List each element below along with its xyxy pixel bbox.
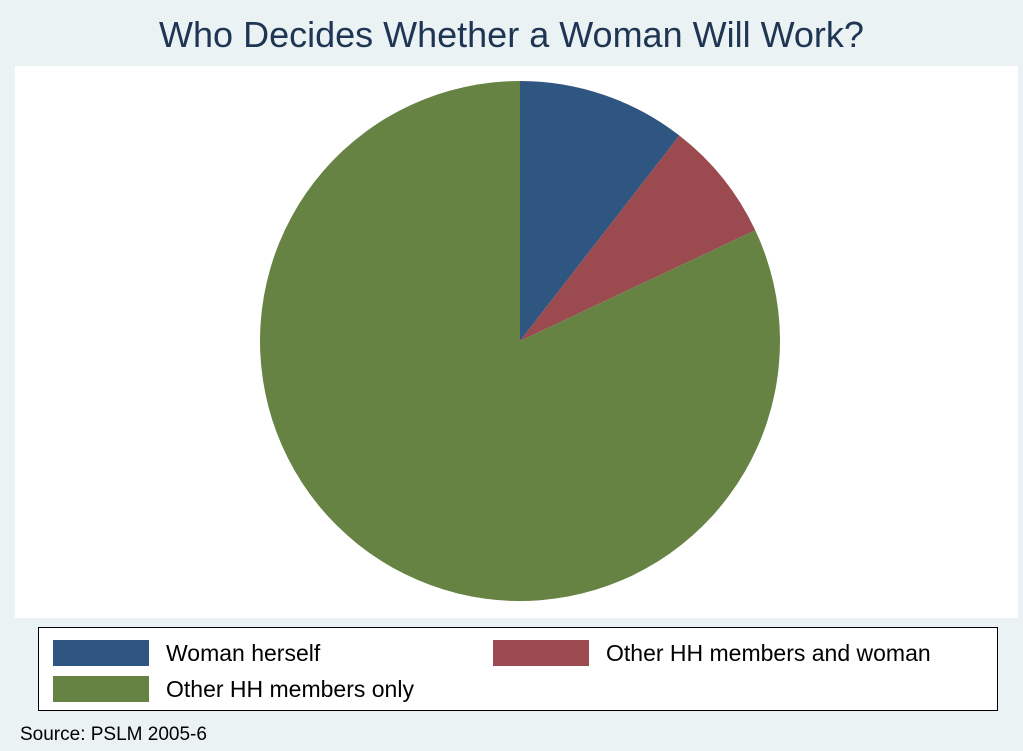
legend-item-other-hh-members-and-woman: Other HH members and woman — [493, 638, 931, 668]
legend: Woman herself Other HH members and woman… — [38, 627, 998, 711]
legend-swatch-other-hh-members-only — [53, 676, 149, 702]
legend-swatch-other-hh-members-and-woman — [493, 640, 589, 666]
legend-swatch-woman-herself — [53, 640, 149, 666]
pie-chart — [259, 81, 780, 601]
chart-title: Who Decides Whether a Woman Will Work? — [159, 14, 864, 55]
pie-slice-woman-herself — [520, 81, 680, 341]
legend-item-woman-herself: Woman herself — [53, 638, 320, 668]
legend-label-other-hh-members-and-woman: Other HH members and woman — [606, 639, 931, 666]
pie-slice-other-hh-members-and-woman — [520, 135, 756, 341]
pie-slice-other-hh-members-only — [259, 81, 780, 601]
plot-region — [15, 66, 1018, 618]
legend-label-woman-herself: Woman herself — [166, 639, 321, 666]
source-note: Source: PSLM 2005-6 — [20, 724, 207, 745]
legend-item-other-hh-members-only: Other HH members only — [53, 674, 414, 704]
legend-label-other-hh-members-only: Other HH members only — [166, 675, 414, 702]
